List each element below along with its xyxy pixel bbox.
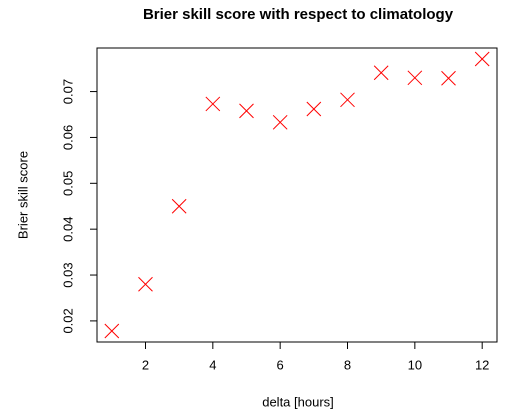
- y-tick-label: 0.07: [60, 79, 75, 104]
- x-tick-label: 2: [142, 357, 149, 372]
- y-tick-label: 0.03: [60, 262, 75, 287]
- x-tick-label: 8: [344, 357, 351, 372]
- chart-title: Brier skill score with respect to climat…: [143, 6, 454, 23]
- x-axis-label: delta [hours]: [262, 394, 334, 409]
- y-tick-label: 0.05: [60, 171, 75, 196]
- x-tick-label: 10: [408, 357, 422, 372]
- point: [306, 101, 322, 117]
- point: [407, 70, 423, 86]
- point: [171, 198, 187, 214]
- point: [205, 96, 221, 112]
- point: [373, 65, 389, 81]
- y-tick-label: 0.02: [60, 308, 75, 333]
- point: [340, 92, 355, 108]
- x-tick-label: 6: [277, 357, 284, 372]
- y-axis-label: Brier skill score: [15, 151, 30, 239]
- point: [104, 323, 120, 339]
- point: [441, 70, 456, 86]
- plot-frame: [96, 47, 498, 343]
- x-tick-label: 12: [475, 357, 489, 372]
- point: [239, 103, 254, 119]
- point: [272, 114, 288, 130]
- y-tick-label: 0.04: [60, 217, 75, 242]
- point: [474, 51, 490, 67]
- y-tick-label: 0.06: [60, 125, 75, 150]
- x-tick-label: 4: [209, 357, 216, 372]
- point: [138, 276, 153, 292]
